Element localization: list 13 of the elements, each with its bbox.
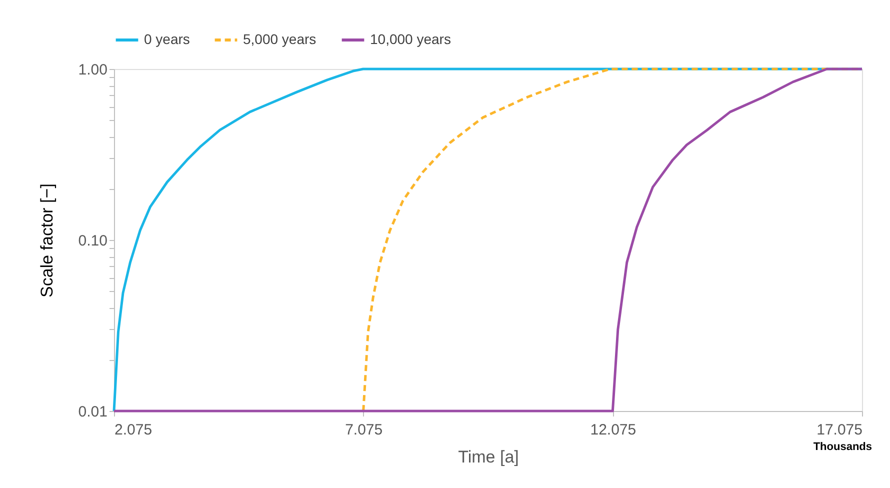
y-tick-label: 0.01 xyxy=(78,404,108,420)
y-tick-label: 0.10 xyxy=(78,232,108,250)
x-tick-label: 17.075 xyxy=(816,422,862,438)
x-tick-label: 12.075 xyxy=(590,422,636,438)
y-tick-label: 1.00 xyxy=(78,62,108,78)
legend-label: 10,000 years xyxy=(370,31,451,47)
x-tick-label: 7.075 xyxy=(345,422,383,438)
x-tick-label: 2.075 xyxy=(114,422,152,438)
legend-label: 5,000 years xyxy=(243,31,316,47)
y-axis-title: Scale factor [−] xyxy=(37,184,56,298)
x-axis-title: Time [a] xyxy=(458,448,519,466)
text: Thousands xyxy=(813,441,872,453)
legend-label: 0 years xyxy=(144,31,190,47)
